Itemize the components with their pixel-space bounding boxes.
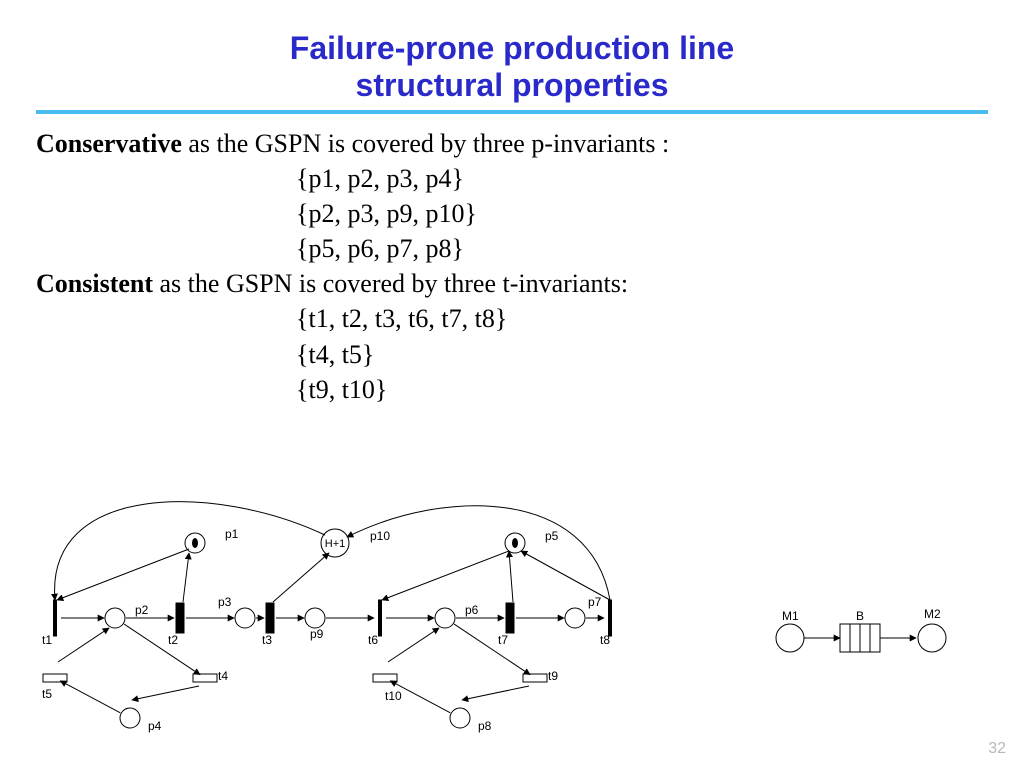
svg-text:t8: t8 bbox=[600, 633, 610, 647]
page-number: 32 bbox=[988, 740, 1006, 758]
svg-text:t6: t6 bbox=[368, 633, 378, 647]
consistent-rest: as the GSPN is covered by three t-invari… bbox=[153, 269, 628, 298]
petri-net-diagram: H+1 p1 p10 p5 p2 p3 p9 p6 p7 t1 t2 t3 t6 t7 t8 t4 t5 t9 t1… bbox=[30, 478, 994, 758]
title-line2: structural properties bbox=[0, 67, 1024, 104]
svg-text:t10: t10 bbox=[385, 689, 402, 703]
label-M2: M2 bbox=[924, 607, 941, 621]
svg-text:t9: t9 bbox=[548, 669, 558, 683]
svg-text:p2: p2 bbox=[135, 603, 149, 617]
svg-text:p3: p3 bbox=[218, 595, 232, 609]
label-B: B bbox=[856, 609, 864, 623]
pinv-1: {p1, p2, p3, p4} bbox=[36, 161, 988, 196]
tinv-2: {t4, t5} bbox=[36, 337, 988, 372]
title-line1: Failure-prone production line bbox=[0, 30, 1024, 67]
conservative-label: Conservative bbox=[36, 129, 182, 158]
svg-text:p7: p7 bbox=[588, 595, 602, 609]
svg-text:p8: p8 bbox=[478, 719, 492, 733]
svg-text:p6: p6 bbox=[465, 603, 479, 617]
tinv-1: {t1, t2, t3, t6, t7, t8} bbox=[36, 301, 988, 336]
svg-text:p1: p1 bbox=[225, 527, 239, 541]
svg-text:t1: t1 bbox=[42, 633, 52, 647]
svg-text:p5: p5 bbox=[545, 529, 559, 543]
svg-text:t5: t5 bbox=[42, 687, 52, 701]
svg-text:t7: t7 bbox=[498, 633, 508, 647]
conservative-rest: as the GSPN is covered by three p-invari… bbox=[182, 129, 669, 158]
svg-text:H+1: H+1 bbox=[325, 538, 346, 550]
svg-text:t3: t3 bbox=[262, 633, 272, 647]
label-M1: M1 bbox=[782, 609, 799, 623]
svg-text:t4: t4 bbox=[218, 669, 228, 683]
svg-text:p9: p9 bbox=[310, 627, 324, 641]
pinv-3: {p5, p6, p7, p8} bbox=[36, 231, 988, 266]
consistent-label: Consistent bbox=[36, 269, 153, 298]
pinv-2: {p2, p3, p9, p10} bbox=[36, 196, 988, 231]
body-text: Conservative as the GSPN is covered by t… bbox=[0, 126, 1024, 407]
svg-text:p10: p10 bbox=[370, 529, 390, 543]
tinv-3: {t9, t10} bbox=[36, 372, 988, 407]
divider bbox=[36, 110, 988, 114]
svg-text:p4: p4 bbox=[148, 719, 162, 733]
svg-text:t2: t2 bbox=[168, 633, 178, 647]
